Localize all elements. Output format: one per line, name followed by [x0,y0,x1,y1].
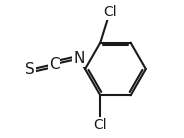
Text: Cl: Cl [103,5,117,19]
Text: S: S [25,62,35,77]
Text: C: C [49,57,59,72]
Text: Cl: Cl [93,118,107,132]
Text: N: N [73,51,85,66]
